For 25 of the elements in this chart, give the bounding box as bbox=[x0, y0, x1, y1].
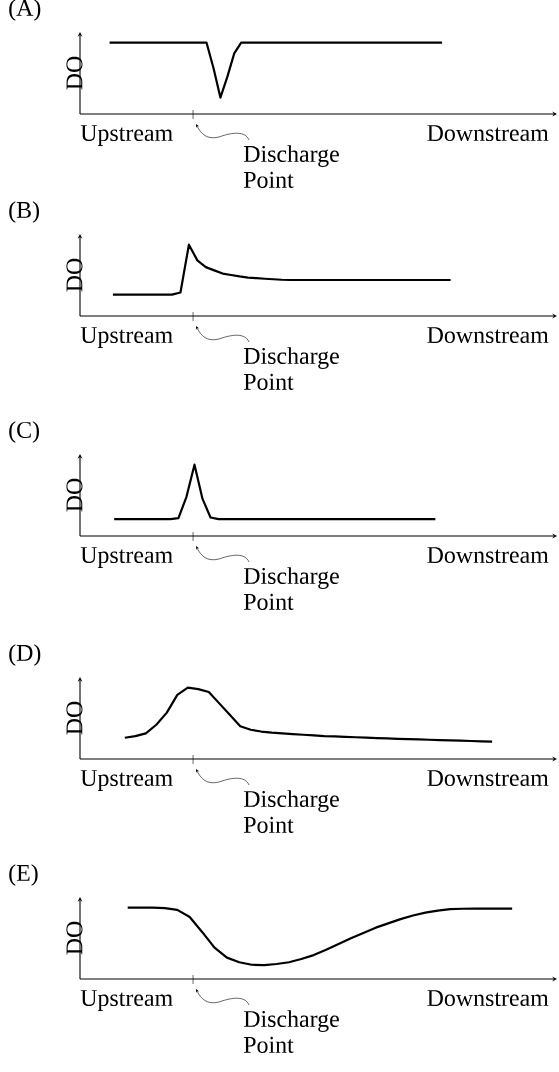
y-axis-title: DO bbox=[66, 258, 83, 292]
text: Discharge Point bbox=[243, 1010, 339, 1053]
y-axis-title: DO bbox=[66, 701, 83, 735]
text: Discharge Point bbox=[243, 567, 339, 610]
text: Discharge Point bbox=[243, 790, 339, 833]
text: Upstream bbox=[80, 327, 173, 348]
y-axis-title: DO bbox=[66, 921, 83, 955]
text: Upstream bbox=[80, 547, 173, 568]
y-axis-title: DO bbox=[66, 56, 83, 90]
text: Downstream bbox=[427, 547, 549, 564]
chart-title: (E) bbox=[9, 864, 38, 886]
text: Downstream bbox=[427, 770, 549, 787]
text: Discharge Point bbox=[243, 347, 339, 390]
text: Discharge Point bbox=[243, 145, 339, 188]
chart-title: (A) bbox=[9, 0, 41, 21]
text: Downstream bbox=[427, 327, 549, 344]
chart-title: (C) bbox=[9, 421, 39, 443]
text: Upstream bbox=[80, 125, 173, 146]
text: Upstream bbox=[80, 990, 173, 1011]
chart-title: (B) bbox=[9, 201, 39, 223]
text: Downstream bbox=[427, 990, 549, 1007]
chart-title: (D) bbox=[9, 644, 41, 666]
y-axis-title: DO bbox=[66, 478, 83, 512]
text: Downstream bbox=[427, 125, 549, 142]
text: Upstream bbox=[80, 770, 173, 791]
